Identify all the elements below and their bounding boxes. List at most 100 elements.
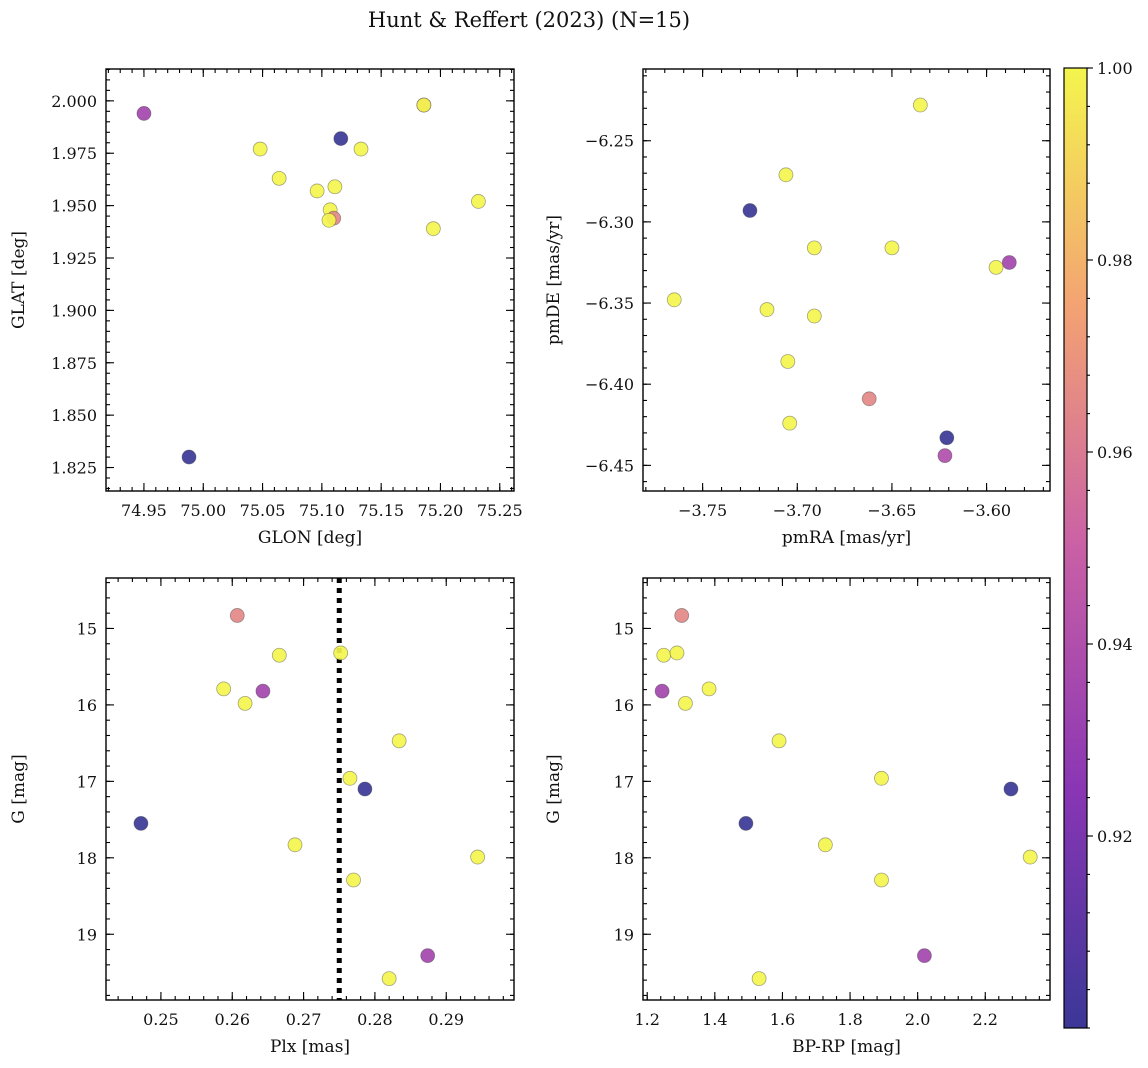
- data-point: [381, 971, 397, 986]
- x-tick-label: −3.75: [678, 501, 727, 520]
- data-point: [806, 308, 822, 324]
- data-point: [771, 733, 787, 749]
- data-point: [780, 354, 796, 369]
- x-tick-label: 1.8: [837, 1010, 862, 1029]
- data-point: [252, 141, 268, 157]
- data-point: [874, 872, 889, 888]
- chart-title: Hunt & Reffert (2023) (N=15): [368, 8, 690, 32]
- colorbar: 0.92 0.94 0.96 0.98 1.00: [1063, 59, 1133, 1029]
- data-point: [751, 971, 767, 986]
- data-point: [988, 259, 1004, 275]
- y-tick-label: −6.40: [585, 375, 634, 394]
- data-point: [861, 391, 877, 407]
- data-point: [678, 695, 693, 711]
- data-point: [470, 849, 486, 865]
- data-point: [420, 948, 436, 964]
- data-point: [287, 837, 303, 853]
- data-point: [674, 608, 690, 623]
- x-tick-label: 75.25: [477, 501, 523, 520]
- data-point: [937, 448, 953, 464]
- y-tick-label: 15: [614, 619, 634, 638]
- x-tick-label: 0.25: [143, 1010, 179, 1029]
- data-point: [778, 167, 794, 183]
- data-point: [309, 183, 325, 199]
- data-point: [912, 97, 928, 113]
- axes-frame: [642, 68, 1051, 492]
- data-point: [939, 430, 955, 446]
- data-point: [327, 179, 343, 195]
- data-point: [669, 645, 685, 661]
- y-tick-label: 15: [77, 619, 97, 638]
- y-tick-label: −6.45: [585, 456, 634, 475]
- data-point: [342, 770, 358, 786]
- x-tick-label: 75.05: [240, 501, 286, 520]
- data-point: [181, 449, 197, 465]
- data-point: [1022, 849, 1038, 865]
- data-point: [1001, 255, 1017, 270]
- data-point: [357, 781, 373, 797]
- data-point: [782, 415, 798, 431]
- data-point: [255, 683, 271, 699]
- x-tick-label: 0.29: [428, 1010, 464, 1029]
- x-axis-label: Plx [mas]: [270, 1037, 350, 1057]
- x-axis-label: BP-RP [mag]: [792, 1037, 901, 1057]
- data-point: [271, 647, 287, 663]
- axes-frame: [105, 577, 515, 1001]
- colorbar-tick-label: 1.00: [1097, 59, 1133, 78]
- data-point: [229, 608, 245, 623]
- panel-bprp-g: 1.2 1.4 1.6 1.8 2.0 2.2 15 16 17 18 19 BP-RP [mag] G…: [544, 577, 1051, 1057]
- colorbar-tick-label: 0.96: [1097, 443, 1133, 462]
- data-point: [738, 816, 754, 831]
- x-tick-label: −3.60: [962, 501, 1011, 520]
- data-point: [917, 948, 932, 964]
- data-point: [654, 683, 670, 699]
- x-tick-label: 0.27: [286, 1010, 322, 1029]
- x-tick-label: 75.15: [358, 501, 404, 520]
- data-point: [1003, 781, 1019, 797]
- x-tick-label: 75.10: [299, 501, 345, 520]
- x-tick-label: 1.2: [634, 1010, 659, 1029]
- data-point: [321, 212, 337, 228]
- y-tick-label: 17: [77, 772, 97, 791]
- y-axis-label: G [mag]: [9, 754, 29, 823]
- data-point: [817, 837, 833, 853]
- x-tick-label: 1.4: [702, 1010, 727, 1029]
- y-tick-label: 1.825: [51, 459, 97, 478]
- colorbar-gradient: [1063, 67, 1088, 1029]
- x-tick-label: 75.20: [418, 501, 464, 520]
- y-tick-label: 17: [614, 772, 634, 791]
- data-point: [471, 194, 486, 209]
- data-point: [271, 170, 287, 186]
- x-axis-label: pmRA [mas/yr]: [782, 528, 911, 548]
- y-tick-label: 1.875: [51, 354, 97, 373]
- data-point: [237, 695, 253, 711]
- data-point: [136, 106, 152, 121]
- panel-glon-glat: 74.95 75.00 75.05 75.10 75.15 75.20 75.25 1.825…: [9, 68, 523, 548]
- y-tick-label: 19: [77, 925, 97, 944]
- data-point: [884, 240, 900, 256]
- y-axis-label: pmDE [mas/yr]: [544, 215, 564, 345]
- x-tick-label: 75.00: [180, 501, 226, 520]
- data-point: [333, 131, 349, 146]
- data-point: [742, 203, 758, 218]
- x-tick-label: −3.65: [867, 501, 916, 520]
- data-point: [806, 240, 822, 256]
- panel-pmra-pmde: −3.75 −3.70 −3.65 −3.60 −6.45 −6.40 −6.35 −6.30…: [544, 68, 1051, 548]
- colorbar-tick-label: 0.92: [1097, 827, 1133, 846]
- y-tick-label: 1.850: [51, 406, 97, 425]
- y-axis-label: GLAT [deg]: [9, 231, 29, 329]
- y-axis-label: G [mag]: [544, 754, 564, 823]
- x-tick-label: 0.28: [357, 1010, 393, 1029]
- y-tick-label: 19: [614, 925, 634, 944]
- data-point: [656, 647, 672, 663]
- y-tick-label: 18: [614, 849, 634, 868]
- data-point: [759, 302, 775, 317]
- data-point: [353, 141, 369, 157]
- data-point: [333, 645, 349, 661]
- y-tick-label: −6.25: [585, 132, 634, 151]
- colorbar-tick-label: 0.94: [1097, 635, 1133, 654]
- x-tick-label: 2.0: [905, 1010, 930, 1029]
- y-tick-label: 1.900: [51, 301, 97, 320]
- y-tick-label: 16: [614, 696, 634, 715]
- x-tick-label: 2.2: [973, 1010, 998, 1029]
